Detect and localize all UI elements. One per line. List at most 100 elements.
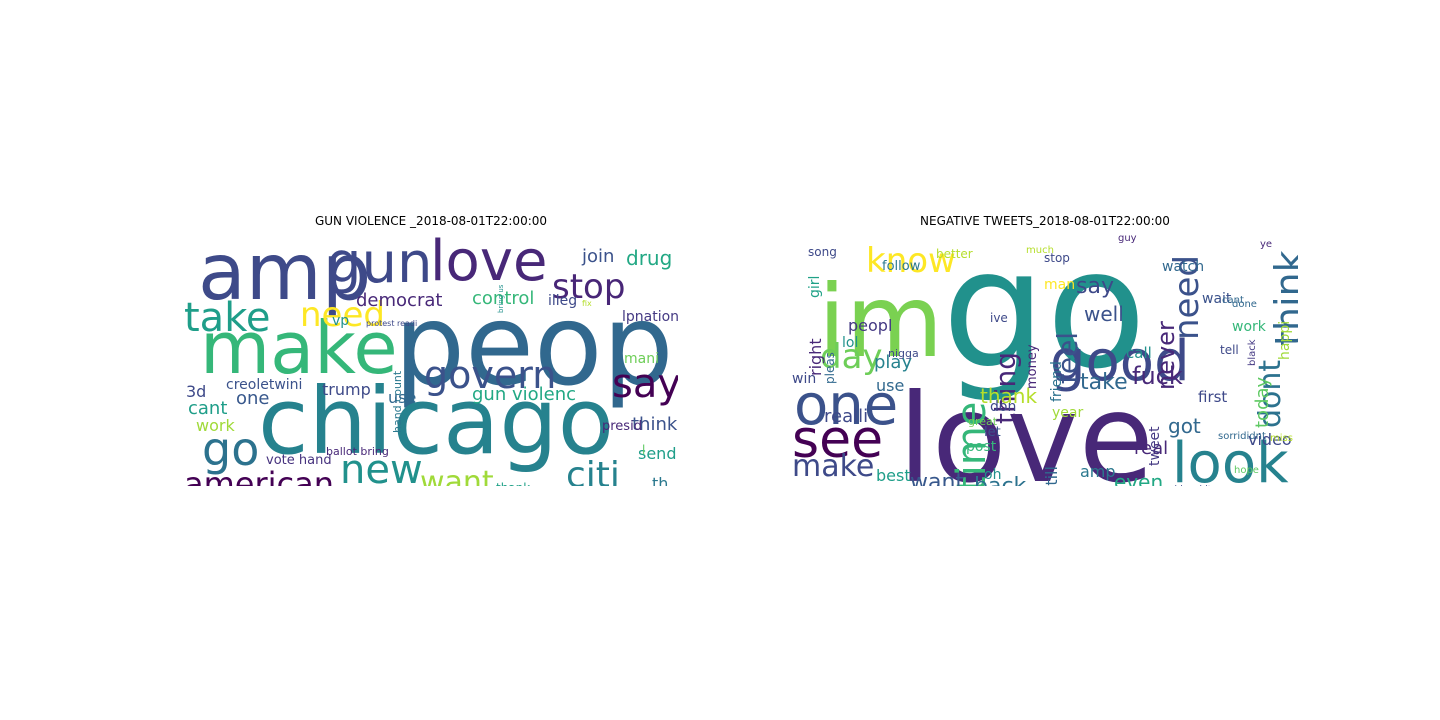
- wordcloud-panel-gun-violence: GUN VIOLENCE _2018-08-01T22:00:00 peopl c…: [184, 214, 678, 486]
- cloud-word: hope: [1234, 465, 1259, 476]
- cloud-word: guy: [1118, 233, 1137, 244]
- cloud-word: song: [808, 245, 837, 259]
- cloud-word: gun: [326, 232, 433, 296]
- panel-title: GUN VIOLENCE _2018-08-01T22:00:00: [314, 214, 548, 228]
- cloud-word: th: [652, 474, 669, 487]
- cloud-word: never: [1152, 321, 1180, 390]
- cloud-word: back: [974, 476, 1026, 487]
- cloud-word: trump: [322, 380, 371, 399]
- cloud-word: watch: [1162, 259, 1205, 275]
- cloud-word: still: [1042, 466, 1061, 486]
- cloud-word: ye: [1260, 239, 1273, 250]
- cloud-word: video: [1248, 430, 1292, 449]
- cloud-word: take: [184, 295, 271, 341]
- cloud-word: tweet: [1147, 426, 1163, 466]
- cloud-word: make: [200, 306, 398, 390]
- cloud-word: want: [420, 465, 494, 487]
- cloud-word: see: [792, 410, 884, 470]
- cloud-word: mani: [624, 351, 659, 367]
- cloud-word: happi: [1277, 320, 1293, 360]
- cloud-word: ballot bring: [326, 445, 389, 458]
- cloud-word: say: [1076, 274, 1114, 299]
- cloud-word: one: [794, 373, 899, 438]
- cloud-word: stop: [1044, 251, 1070, 265]
- cloud-word: pleas: [823, 352, 837, 384]
- cloud-word: send: [638, 444, 677, 463]
- cloud-word: citi: [566, 455, 620, 487]
- cloud-word: done: [1232, 299, 1257, 310]
- cloud-word: peopl: [848, 316, 893, 335]
- cloud-word: let: [984, 425, 1001, 440]
- cloud-word: money: [1025, 344, 1040, 389]
- cloud-word: chicago: [258, 368, 615, 475]
- cloud-word: illeg: [548, 293, 578, 309]
- cloud-word: cant: [1222, 295, 1244, 306]
- cloud-word: even: [1114, 470, 1164, 486]
- cloud-word: make: [792, 449, 875, 484]
- cloud-word: gun violenc: [472, 384, 577, 405]
- cloud-word: call: [1126, 344, 1152, 362]
- cloud-word: post: [966, 439, 997, 455]
- panel-title: NEGATIVE TWEETS_2018-08-01T22:00:00: [920, 214, 1170, 228]
- cloud-word: vp: [332, 313, 350, 329]
- cloud-word: lpnation: [622, 309, 678, 325]
- cloud-word: protest readi: [366, 319, 418, 328]
- cloud-word: fuck: [1132, 362, 1183, 390]
- cloud-word: 3d: [186, 382, 207, 401]
- cloud-word: day: [820, 337, 883, 377]
- cloud-word: don: [990, 399, 1017, 415]
- cloud-word: miss: [1270, 433, 1293, 444]
- cloud-word: stop: [552, 267, 626, 307]
- cloud-word: man: [1044, 277, 1076, 293]
- cloud-word: work: [196, 416, 235, 435]
- cloud-word: year: [1052, 405, 1084, 421]
- cloud-word: think: [632, 414, 678, 435]
- cloud-word: new: [340, 447, 423, 486]
- cloud-word: follow: [882, 259, 921, 274]
- cloud-word: one: [236, 388, 270, 409]
- cloud-word: realli: [824, 406, 869, 427]
- cloud-word: american: [184, 465, 334, 486]
- cloud-word: bring us: [497, 284, 505, 313]
- cloud-word: friend: [1049, 361, 1065, 402]
- cloud-word: presid: [602, 419, 642, 434]
- cloud-word: creoletwini: [226, 377, 303, 393]
- cloud-word: first: [1198, 388, 1228, 406]
- cloud-word: sorrididnt: [1218, 431, 1266, 442]
- cloud-word: thank: [980, 384, 1038, 408]
- cloud-word: im: [818, 263, 944, 380]
- cloud-word: thank: [496, 482, 530, 486]
- cloud-word: govern: [424, 353, 557, 397]
- cloud-word: know: [866, 241, 956, 281]
- cloud-word: look: [1172, 431, 1289, 487]
- cloud-word: go: [942, 232, 1147, 405]
- cloud-word: say: [612, 361, 678, 407]
- cloud-word: great: [968, 415, 998, 428]
- cloud-word: best: [876, 466, 911, 485]
- cloud-word: use: [876, 376, 905, 395]
- cloud-word: well: [1084, 302, 1124, 326]
- word-cloud: golovenewimlookgoodoneseetimethingthinkd…: [792, 232, 1298, 486]
- word-cloud: peopl chicago amp make love gun govern take need…: [184, 232, 678, 486]
- cloud-word: good: [1050, 329, 1190, 394]
- cloud-word: go: [202, 422, 260, 476]
- cloud-word: today: [1252, 376, 1273, 428]
- cloud-word: win: [792, 371, 817, 387]
- cloud-word: black: [1247, 339, 1258, 366]
- cloud-word: l: [642, 443, 646, 457]
- cloud-word: take: [1080, 370, 1128, 395]
- cloud-word: cant: [188, 398, 228, 419]
- cloud-word: ive: [990, 311, 1008, 325]
- cloud-word: fix: [582, 299, 592, 308]
- cloud-word: amp: [1080, 462, 1116, 481]
- cloud-word: lol: [842, 335, 859, 351]
- cloud-word: girl: [807, 275, 823, 298]
- cloud-word: democrat: [356, 290, 443, 311]
- cloud-word: peopl: [394, 281, 678, 411]
- cloud-word: love: [898, 368, 1154, 486]
- cloud-word: play: [874, 352, 913, 373]
- cloud-word: love: [430, 232, 548, 294]
- cloud-word: got: [1168, 414, 1201, 438]
- cloud-word: control: [472, 288, 535, 309]
- cloud-word: drug: [626, 246, 673, 270]
